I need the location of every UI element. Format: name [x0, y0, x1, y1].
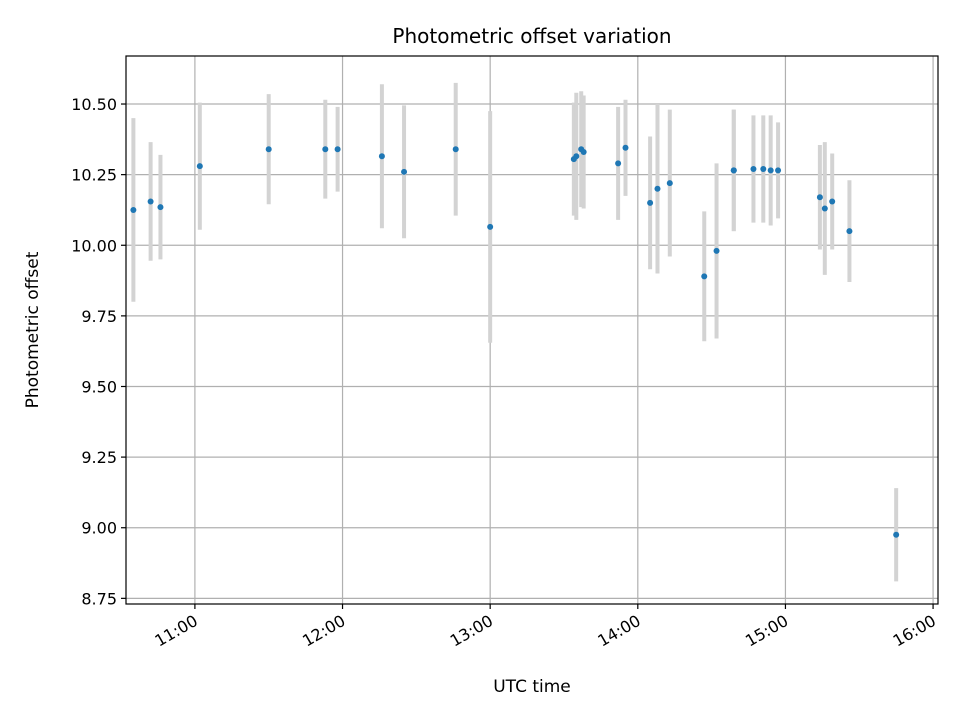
data-point [750, 165, 757, 172]
data-point [196, 163, 203, 170]
y-tick-label: 9.25 [81, 448, 117, 467]
chart-title: Photometric offset variation [392, 24, 671, 48]
y-tick-label: 9.50 [81, 377, 117, 396]
data-points [130, 144, 900, 538]
data-point [730, 167, 737, 174]
data-point [821, 205, 828, 212]
grid [126, 56, 938, 604]
x-axis-label: UTC time [493, 677, 571, 697]
y-axis-label: Photometric offset [23, 251, 43, 408]
data-point [816, 194, 823, 201]
data-point [580, 149, 587, 156]
data-point [130, 206, 137, 213]
y-tick-label: 10.50 [71, 95, 117, 114]
data-point [615, 160, 622, 167]
y-tick-label: 9.75 [81, 307, 117, 326]
data-point [622, 144, 629, 151]
y-tick-label: 10.25 [71, 166, 117, 185]
data-point [666, 180, 673, 187]
y-tick-label: 8.75 [81, 589, 117, 608]
data-point [654, 185, 661, 192]
data-point [829, 198, 836, 205]
data-point [760, 165, 767, 172]
data-point [893, 531, 900, 538]
y-tick-label: 9.00 [81, 519, 117, 538]
plot-area-frame [125, 55, 939, 605]
data-point [775, 167, 782, 174]
y-tick-label: 10.00 [71, 236, 117, 255]
data-point [378, 153, 385, 160]
data-point [487, 223, 494, 230]
data-point [265, 146, 272, 153]
data-point [846, 228, 853, 235]
data-point [701, 273, 708, 280]
data-point [334, 146, 341, 153]
data-point [322, 146, 329, 153]
data-point [713, 247, 720, 254]
data-point [647, 199, 654, 206]
data-point [767, 167, 774, 174]
data-point [157, 204, 164, 211]
data-point [452, 146, 459, 153]
y-axis: 8.75 9.00 9.25 9.50 9.75 10.00 10.25 10.50 [71, 95, 126, 608]
data-point [401, 168, 408, 175]
data-point [573, 153, 580, 160]
data-point [147, 198, 154, 205]
